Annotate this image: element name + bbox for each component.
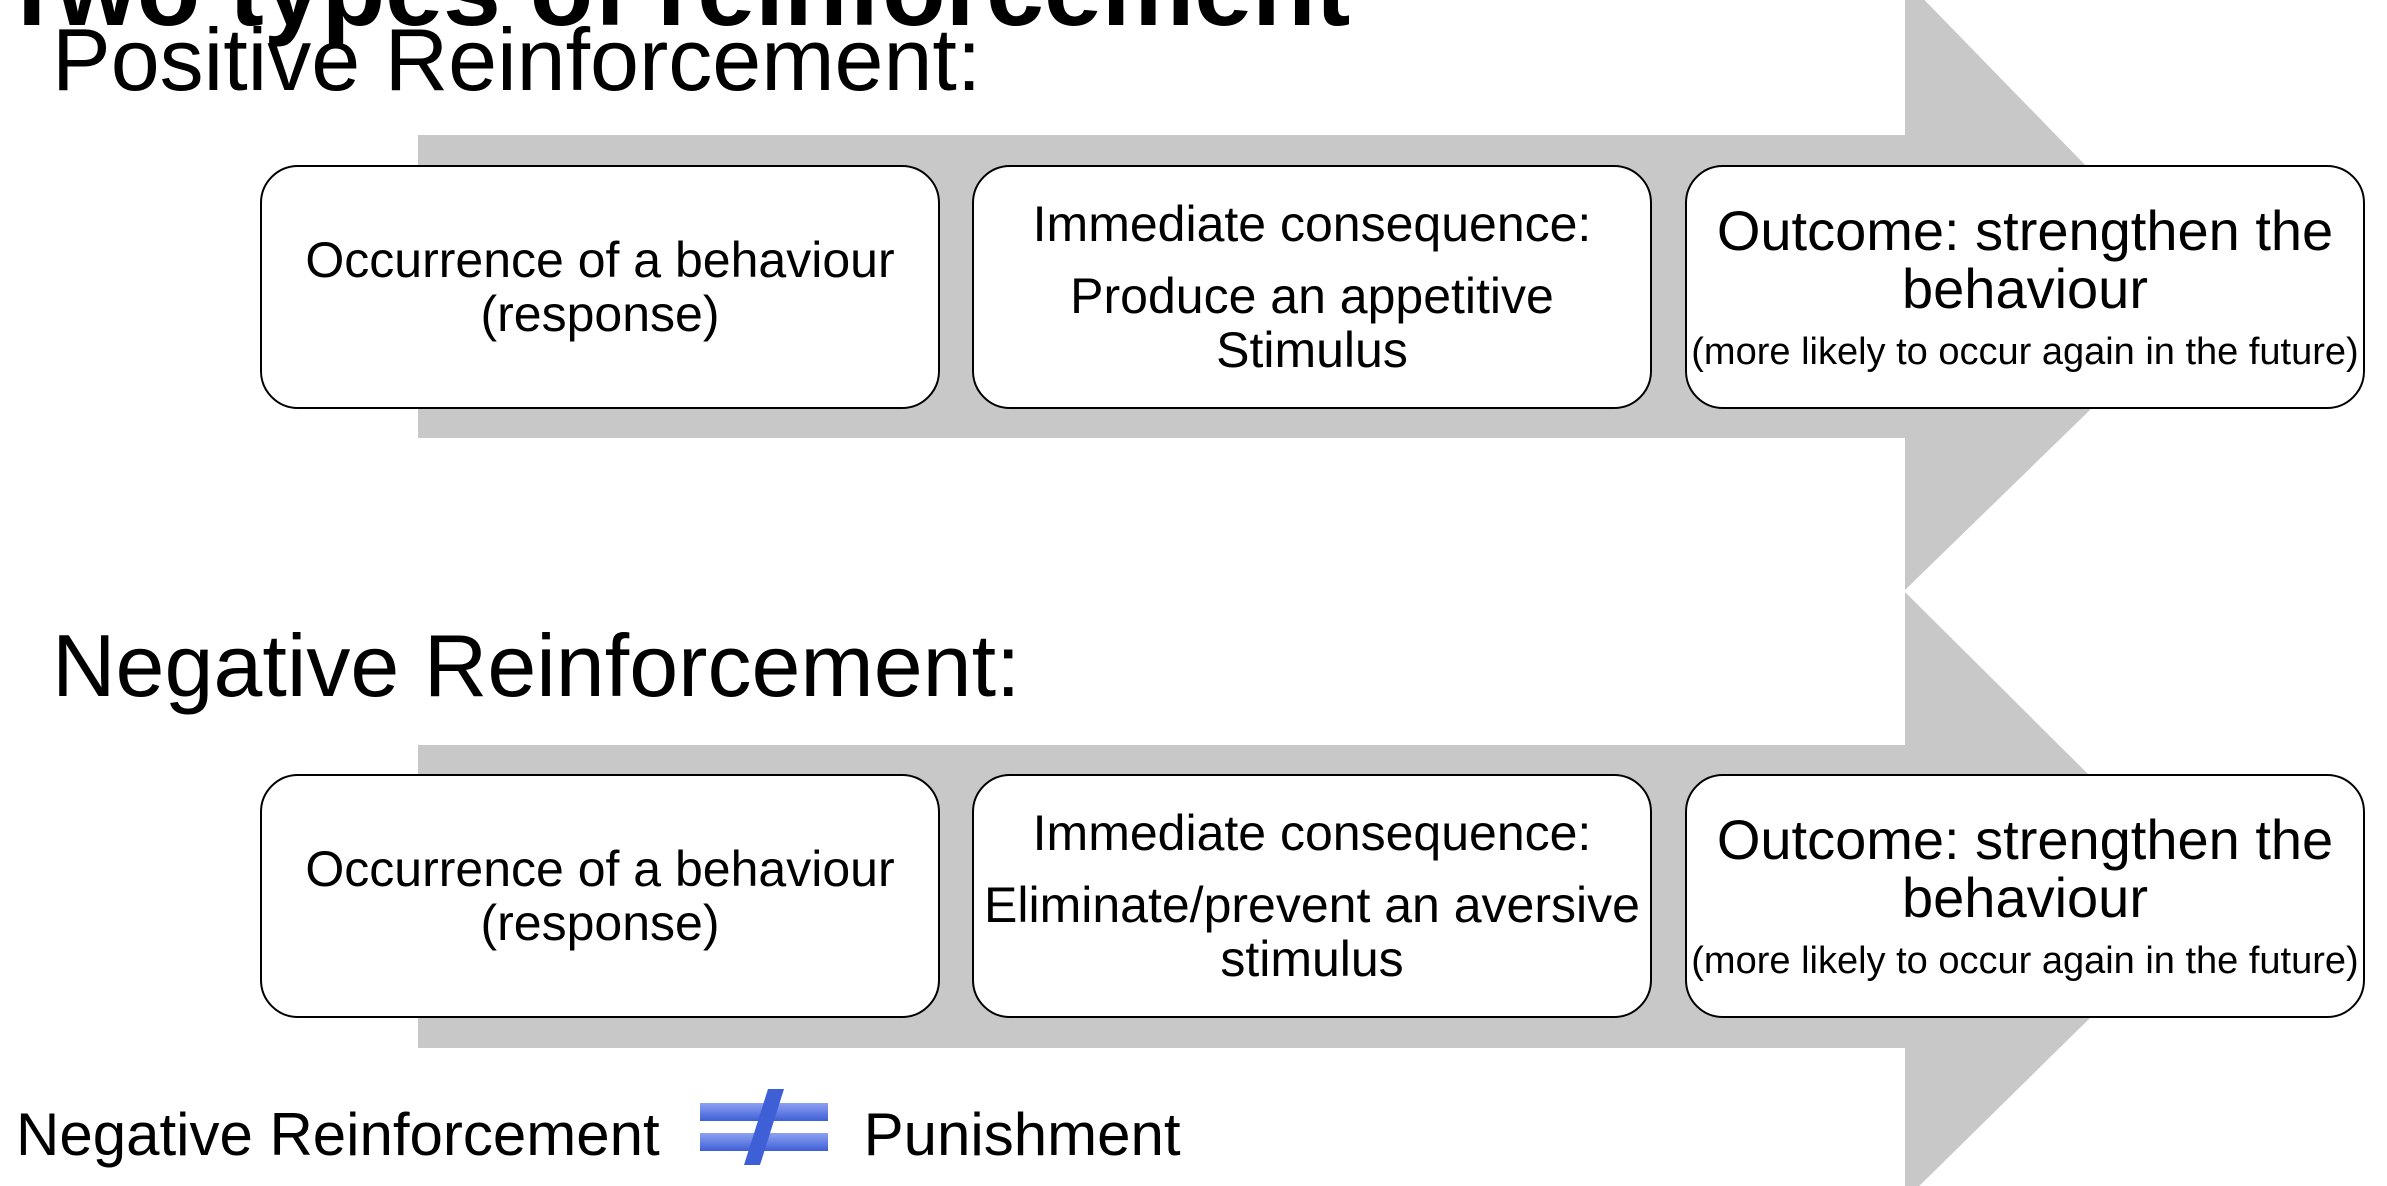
step-behaviour-box: Occurrence of a behaviour (response) (260, 165, 940, 409)
step-consequence-box: Immediate consequence: Produce an appeti… (972, 165, 1652, 409)
step-outcome-box: Outcome: strengthen the behaviour (more … (1685, 774, 2365, 1018)
step-note: (more likely to occur again in the futur… (1691, 331, 2359, 373)
step-text: Occurrence of a behaviour (response) (305, 841, 895, 951)
slide-title-cut: Two types of reinforcement (0, 0, 1350, 42)
section-title-negative: Negative Reinforcement: (52, 616, 1021, 715)
section-title-positive: Positive Reinforcement: (52, 10, 982, 109)
step-behaviour-box: Occurrence of a behaviour (response) (260, 774, 940, 1018)
comparison-right: Punishment (863, 1100, 1181, 1168)
step-heading: Immediate consequence: (1032, 196, 1592, 252)
not-equal-icon (698, 1087, 830, 1181)
step-consequence-box: Immediate consequence: Eliminate/prevent… (972, 774, 1652, 1018)
step-note: (more likely to occur again in the futur… (1691, 940, 2359, 982)
comparison-statement: Negative Reinforcement Punishment (16, 1089, 1181, 1168)
step-text: Produce an appetitive Stimulus (1070, 268, 1554, 378)
step-outcome-box: Outcome: strengthen the behaviour (more … (1685, 165, 2365, 409)
step-text: Occurrence of a behaviour (response) (305, 232, 895, 342)
comparison-left: Negative Reinforcement (16, 1100, 660, 1168)
step-heading: Outcome: strengthen the behaviour (1716, 808, 2334, 929)
step-text: Eliminate/prevent an aversive stimulus (984, 877, 1640, 987)
step-heading: Immediate consequence: (1032, 805, 1592, 861)
step-heading: Outcome: strengthen the behaviour (1716, 199, 2334, 320)
